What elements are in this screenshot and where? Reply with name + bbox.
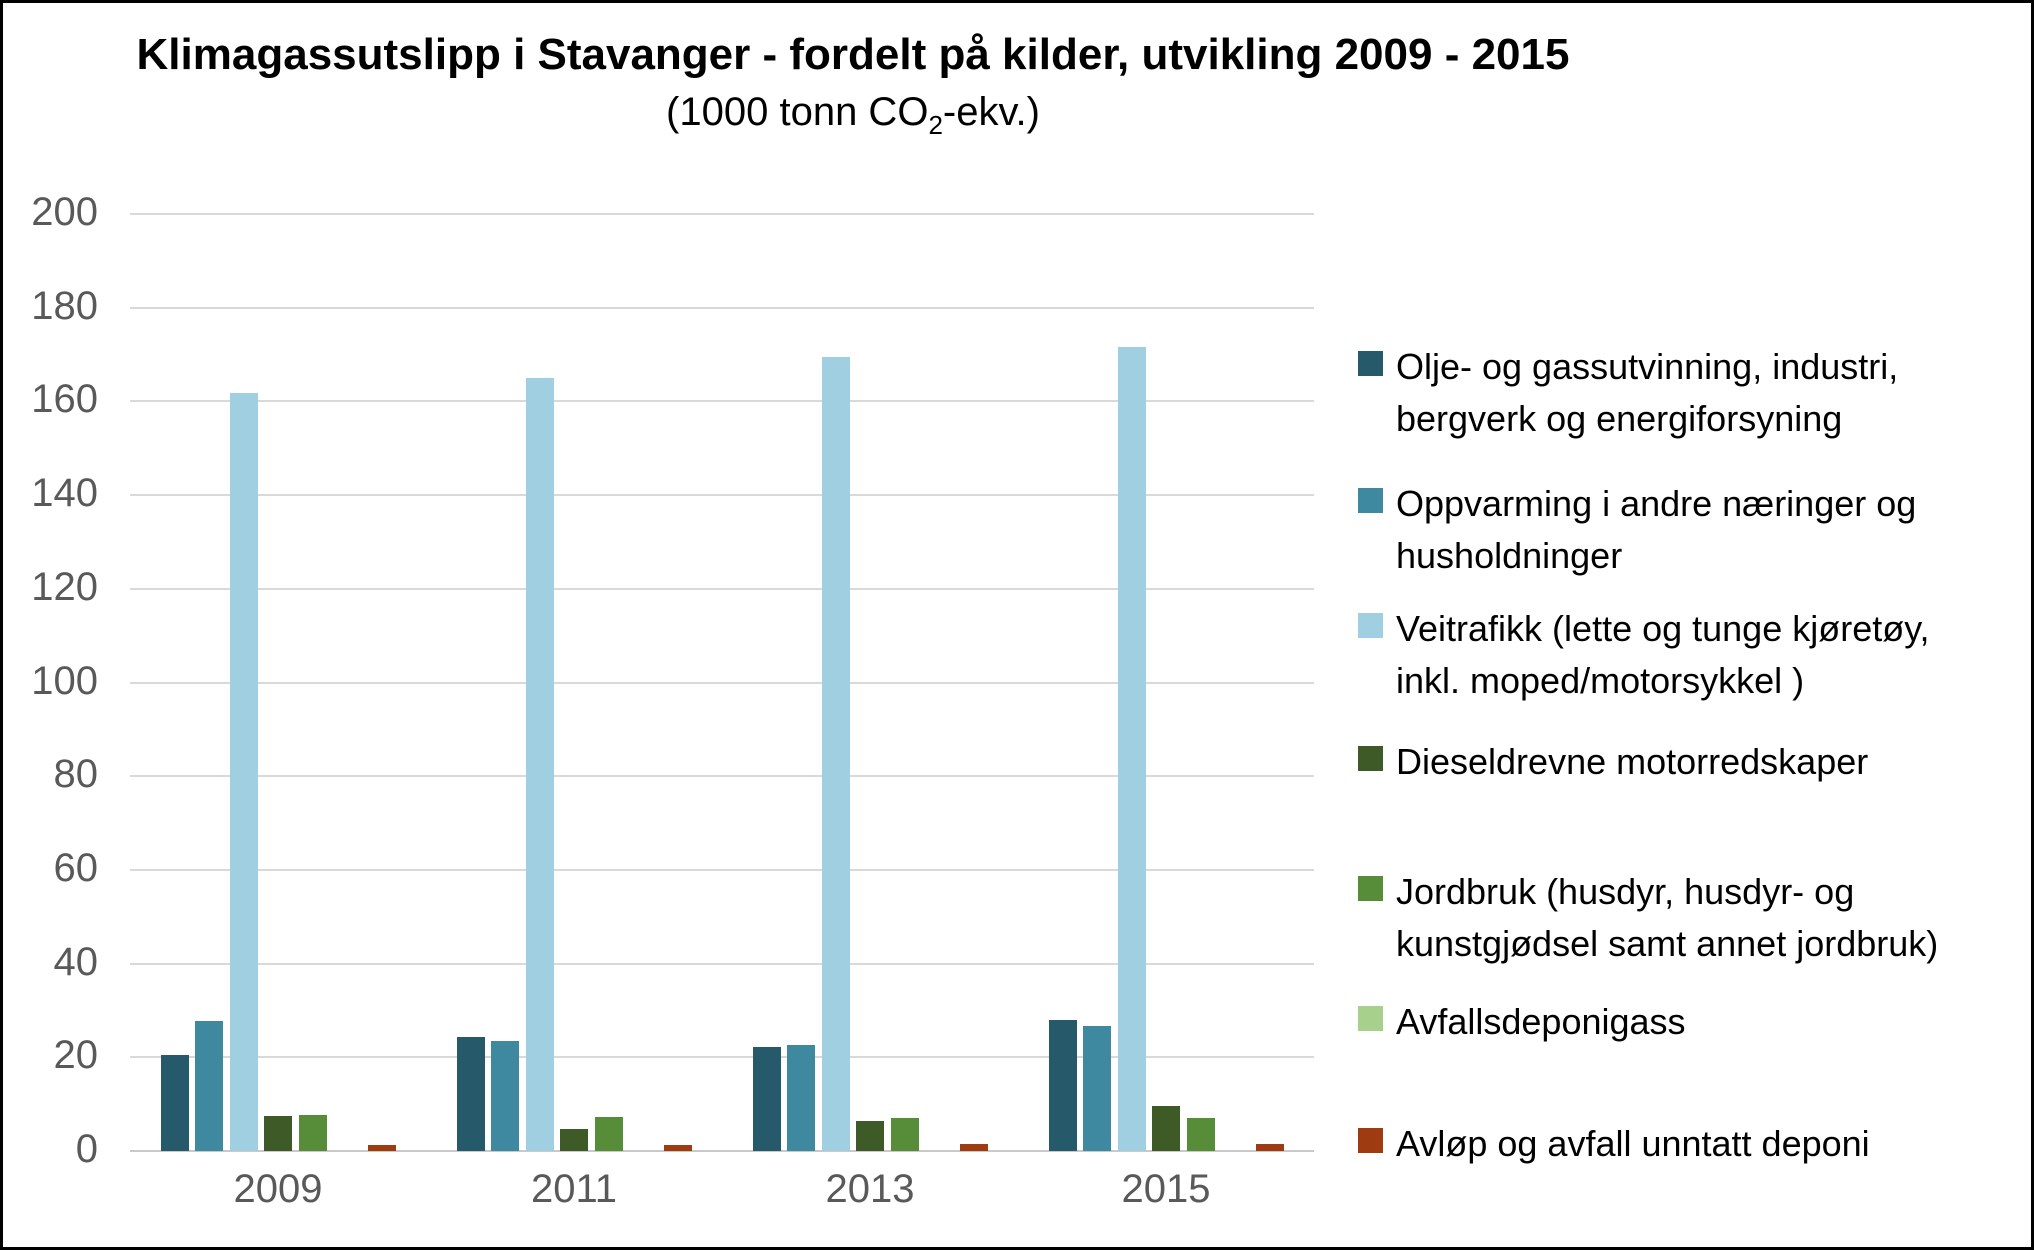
x-axis-tick-label-2011: 2011: [530, 1167, 617, 1211]
legend-item-2: Oppvarming i andre næringer og husholdni…: [1358, 478, 1996, 582]
legend-item-7: Avløp og avfall unntatt deponi: [1358, 1118, 1996, 1170]
plot-area: 0 20 40 60 80 100 120 140 160 180 200 2009 2011 2013 2…: [3, 3, 2031, 1247]
bar-2015-series-5: [1186, 1118, 1215, 1151]
x-axis-tick-label-2015: 2015: [1121, 1167, 1211, 1211]
gridline-y100: [130, 681, 1314, 684]
x-axis-tick-label-2013: 2013: [825, 1167, 915, 1211]
y-axis-tick-label: 140: [31, 471, 98, 516]
bar-2013-series-2: [787, 1045, 815, 1151]
gridline-y80: [130, 775, 1314, 778]
chart-legend: Olje- og gassutvinning, industri, bergve…: [1358, 3, 2018, 1247]
gridline-y180: [130, 306, 1314, 309]
legend-swatch-icon: [1358, 488, 1383, 513]
bar-2013-series-5: [890, 1117, 919, 1151]
y-axis-tick-label: 20: [53, 1033, 99, 1078]
bar-2009-series-5: [298, 1114, 327, 1151]
bar-2009-series-1: [160, 1055, 189, 1151]
y-axis-tick-label: 100: [31, 658, 98, 703]
legend-label: Veitrafikk (lette og tunge kjøretøy, ink…: [1396, 608, 1930, 701]
bar-2013-series-1: [752, 1046, 781, 1151]
bar-2009-series-3: [229, 392, 258, 1151]
legend-label: Olje- og gassutvinning, industri, bergve…: [1396, 346, 1899, 439]
chart-subtitle: (1000 tonn CO2-ekv.): [3, 90, 1703, 141]
y-axis-tick-label: 0: [75, 1127, 98, 1171]
y-axis-tick-label: 40: [53, 939, 99, 984]
legend-label: Avløp og avfall unntatt deponi: [1396, 1123, 1870, 1164]
legend-item-4: Dieseldrevne motorredskaper: [1358, 736, 1996, 788]
legend-swatch-icon: [1358, 746, 1383, 771]
bar-2009-series-7: [367, 1145, 396, 1151]
gridline-y140: [130, 494, 1314, 497]
subtitle-prefix: (1000 tonn CO: [666, 89, 929, 134]
bar-2015-series-3: [1117, 346, 1146, 1151]
legend-swatch-icon: [1358, 1128, 1383, 1153]
subtitle-subscript: 2: [928, 109, 943, 140]
bar-2013-series-3: [821, 356, 850, 1151]
chart-header: Klimagassutslipp i Stavanger - fordelt p…: [3, 29, 1703, 141]
x-axis-tick-label-2009: 2009: [233, 1167, 323, 1211]
gridline-y120: [130, 587, 1314, 590]
gridline-y40: [130, 962, 1314, 965]
bar-2013-series-4: [856, 1121, 884, 1151]
bar-2011-series-4: [560, 1128, 588, 1151]
gridline-y0: [130, 1150, 1314, 1152]
legend-item-6: Avfallsdeponigass: [1358, 996, 1996, 1048]
gridline-y200: [130, 213, 1314, 215]
y-axis-tick-label: 80: [53, 752, 99, 797]
bar-2009-series-2: [195, 1021, 223, 1151]
legend-swatch-icon: [1358, 613, 1383, 638]
y-axis-tick-label: 60: [53, 845, 99, 890]
legend-label: Avfallsdeponigass: [1396, 1001, 1686, 1042]
legend-label: Oppvarming i andre næringer og husholdni…: [1396, 483, 1917, 576]
subtitle-suffix: -ekv.): [942, 89, 1040, 134]
bar-2011-series-2: [491, 1041, 519, 1151]
y-axis-tick-label: 160: [31, 377, 98, 422]
legend-label: Dieseldrevne motorredskaper: [1396, 741, 1869, 782]
legend-item-3: Veitrafikk (lette og tunge kjøretøy, ink…: [1358, 603, 1996, 707]
bar-2011-series-7: [663, 1144, 692, 1151]
bar-2013-series-7: [959, 1144, 988, 1151]
legend-label: Jordbruk (husdyr, husdyr- og kunstgjødse…: [1396, 871, 1939, 964]
bar-2015-series-1: [1048, 1020, 1077, 1151]
bar-2009-series-4: [264, 1116, 292, 1151]
y-axis-tick-label: 120: [31, 564, 98, 609]
bar-2015-series-2: [1083, 1026, 1111, 1151]
legend-swatch-icon: [1358, 351, 1383, 376]
chart-title: Klimagassutslipp i Stavanger - fordelt p…: [136, 30, 1570, 79]
bar-2011-series-5: [594, 1116, 623, 1151]
y-axis-tick-label: 200: [31, 190, 98, 234]
legend-item-1: Olje- og gassutvinning, industri, bergve…: [1358, 341, 1996, 445]
legend-item-5: Jordbruk (husdyr, husdyr- og kunstgjødse…: [1358, 866, 1996, 970]
legend-swatch-icon: [1358, 1006, 1383, 1031]
bar-2011-series-3: [525, 377, 554, 1151]
y-axis-tick-label: 180: [31, 283, 98, 328]
legend-swatch-icon: [1358, 876, 1383, 901]
gridline-y60: [130, 868, 1314, 871]
gridline-y160: [130, 400, 1314, 403]
gridline-y20: [130, 1056, 1314, 1059]
bar-2015-series-7: [1255, 1143, 1284, 1151]
bar-2015-series-4: [1152, 1105, 1180, 1151]
bar-2011-series-1: [456, 1036, 485, 1151]
